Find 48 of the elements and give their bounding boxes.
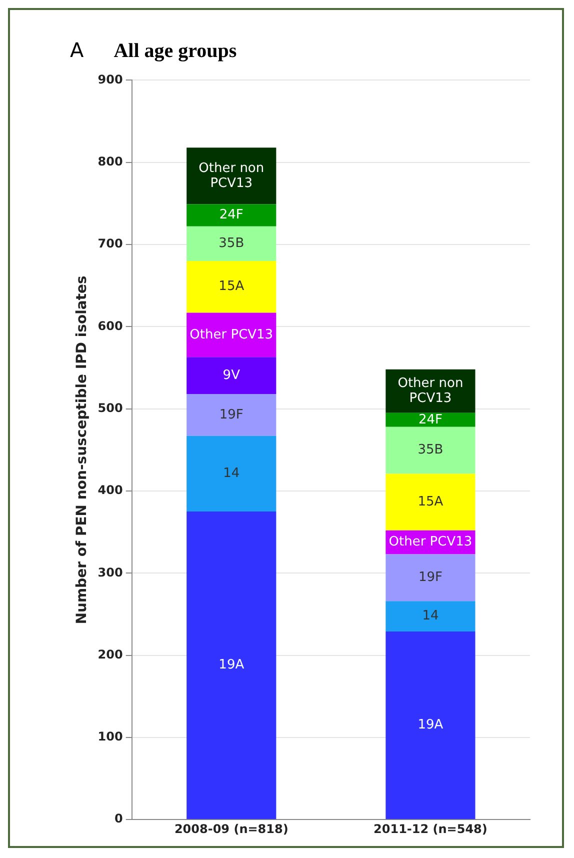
bar: [386, 554, 476, 602]
series-label: 24F: [418, 412, 442, 428]
series-label: 19F: [219, 407, 244, 422]
series-label: 35B: [218, 236, 244, 252]
y-tick-label: 800: [98, 154, 123, 168]
series-label: Other non PCV13: [398, 376, 464, 406]
series-label: 19A: [218, 658, 244, 673]
bar: [186, 394, 276, 436]
bar: [386, 412, 476, 427]
y-tick-label: 200: [98, 647, 123, 662]
series-label: 9V: [222, 368, 240, 383]
x-tick-label: 2011-12 (n=548): [374, 822, 488, 836]
text: 24F: [219, 208, 244, 223]
bar: [186, 148, 276, 204]
bar: [386, 601, 476, 632]
bar: [186, 512, 276, 820]
text: 15A: [418, 494, 444, 510]
x-tick-label: 2008-09 (n=818): [174, 822, 288, 836]
y-tick-label: 700: [98, 236, 123, 251]
y-tick-label: 400: [98, 483, 123, 498]
y-axis-title: Number of PEN non-susceptible IPD isolates: [74, 276, 90, 624]
y-tick-label: 300: [98, 565, 123, 580]
text: Other non PCV13: [198, 160, 264, 191]
y-tick-label: 900: [98, 72, 123, 86]
series-label: 14: [422, 608, 439, 624]
bar: [186, 226, 276, 261]
y-tick-label: 100: [98, 730, 123, 744]
bar: [386, 369, 476, 413]
y-tick-label: 0: [114, 812, 123, 826]
chart-title: All age groups: [114, 40, 237, 63]
bar: [186, 312, 276, 358]
bar: [186, 204, 276, 226]
text: Other PCV13: [190, 327, 274, 342]
bar: [386, 474, 476, 530]
bar: [186, 260, 276, 313]
bar: [386, 426, 476, 474]
text: A: [70, 38, 84, 62]
text: 19F: [418, 570, 442, 586]
text: 14: [223, 466, 240, 482]
bar: [186, 357, 276, 394]
series-label: 15A: [218, 279, 244, 294]
bar: [186, 436, 276, 512]
bar: [386, 631, 476, 820]
y-tick-label: 600: [98, 318, 123, 333]
series-label: Other PCV13: [388, 534, 472, 550]
text: 19A: [418, 718, 444, 733]
y-tick-label: 500: [98, 400, 123, 415]
text: 35B: [418, 442, 444, 458]
